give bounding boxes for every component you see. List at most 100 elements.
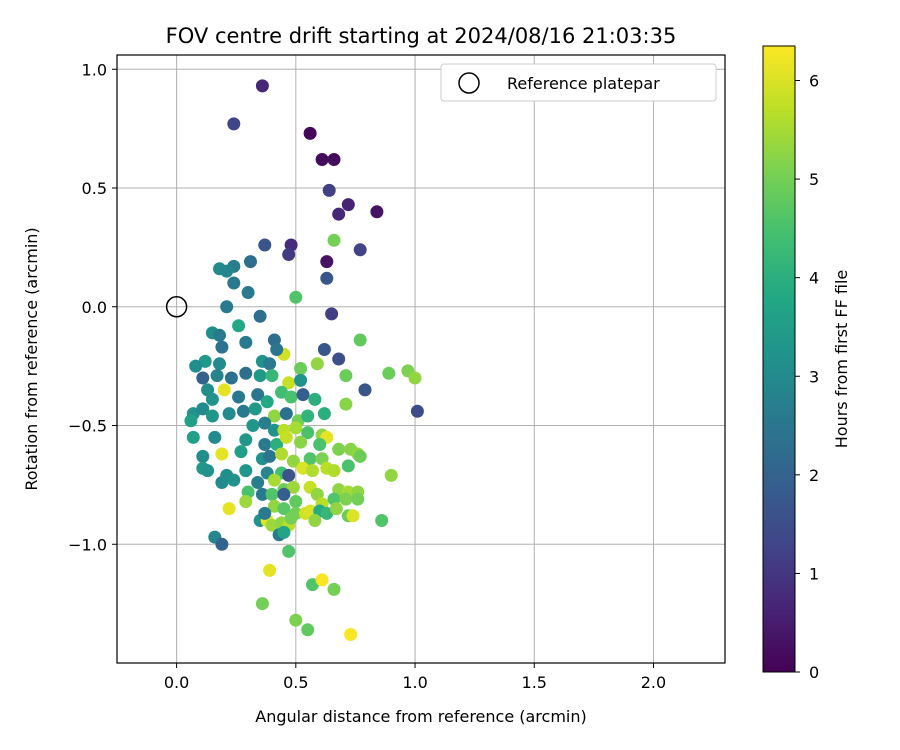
data-point [215,340,229,354]
data-point [382,366,396,380]
y-tick-label: 0.0 [82,298,107,317]
data-point [208,430,222,444]
data-point [282,376,296,390]
data-point [284,511,298,525]
data-point [346,509,360,523]
data-points [184,79,424,641]
data-point [322,183,336,197]
data-point [258,438,272,451]
data-point [255,487,269,501]
data-point [308,514,322,527]
data-point [277,525,291,539]
data-point [313,438,327,451]
data-point [317,343,331,356]
legend-box [440,63,717,102]
data-point [265,487,279,501]
data-point [220,264,234,278]
colorbar-tick-label: 6 [809,72,819,91]
data-point [267,409,281,423]
y-tick-label: 0.5 [82,179,107,198]
data-point [320,271,334,285]
data-point [215,447,229,461]
data-point [253,309,267,323]
data-point [341,198,355,212]
data-point [339,397,353,411]
x-tick-label: 1.0 [402,673,427,692]
data-point [353,333,367,347]
data-point [310,357,324,371]
data-point [205,409,219,423]
data-point [306,578,319,592]
data-point [251,388,265,402]
data-point [189,359,203,373]
y-tick-label: −1.0 [68,535,107,554]
data-point [327,582,341,596]
data-point [327,153,341,166]
colorbar-label: Hours from first FF file [832,270,851,449]
data-point [296,388,310,402]
data-point [289,421,303,435]
data-point [232,319,246,333]
data-point [353,243,367,257]
data-point [196,449,210,463]
data-point [327,233,341,247]
data-point [289,495,303,508]
data-point [370,205,384,219]
data-point [241,286,255,299]
plot-frame [116,54,726,664]
y-tick-label: 1.0 [82,60,107,79]
data-point [301,623,315,637]
data-point [325,307,339,321]
data-point [220,300,234,314]
data-point [303,126,317,140]
data-point [222,407,236,421]
x-tick-label: 1.5 [522,673,547,692]
x-tick-label: 2.0 [641,673,666,692]
data-point [227,473,241,487]
data-point [232,390,246,404]
data-point [320,255,334,269]
data-point [375,514,389,527]
data-point [282,468,296,482]
data-point [410,404,424,418]
data-point [286,454,300,468]
axis-ticks: 0.0 0.5 1.0 1.5 2.0 −1.0 −0.5 0.0 0.5 1.0 [68,60,666,692]
data-point [275,385,288,399]
data-point [251,476,265,489]
colorbar-gradient [762,45,796,673]
data-point [244,255,257,269]
data-point [184,414,198,428]
data-point [210,369,224,383]
y-axis-label: Rotation from reference (arcmin) [22,227,41,490]
x-tick-label: 0.0 [164,673,189,692]
data-point [263,357,277,371]
data-point [339,369,353,383]
data-point [263,563,277,577]
data-point [239,335,253,349]
colorbar-tick-label: 0 [809,663,819,682]
data-point [236,404,250,418]
data-point [260,395,274,409]
data-point [279,407,293,421]
data-point [255,79,269,93]
data-point [267,473,281,487]
data-point [315,573,329,587]
colorbar-tick-label: 1 [809,564,819,583]
data-point [227,276,241,290]
data-point [358,383,372,397]
data-point [306,464,319,478]
reference-point-marker [165,296,188,318]
data-point [265,369,279,383]
data-point [332,207,346,221]
data-point [289,613,303,627]
colorbar: 0 1 2 3 4 5 6 Hours from first FF file [762,45,851,682]
data-point [294,435,308,449]
data-point [317,407,331,421]
data-point [258,506,272,520]
data-point [213,328,226,342]
data-point [286,480,300,494]
data-point [294,362,308,375]
data-point [294,373,308,387]
data-point [351,492,365,506]
